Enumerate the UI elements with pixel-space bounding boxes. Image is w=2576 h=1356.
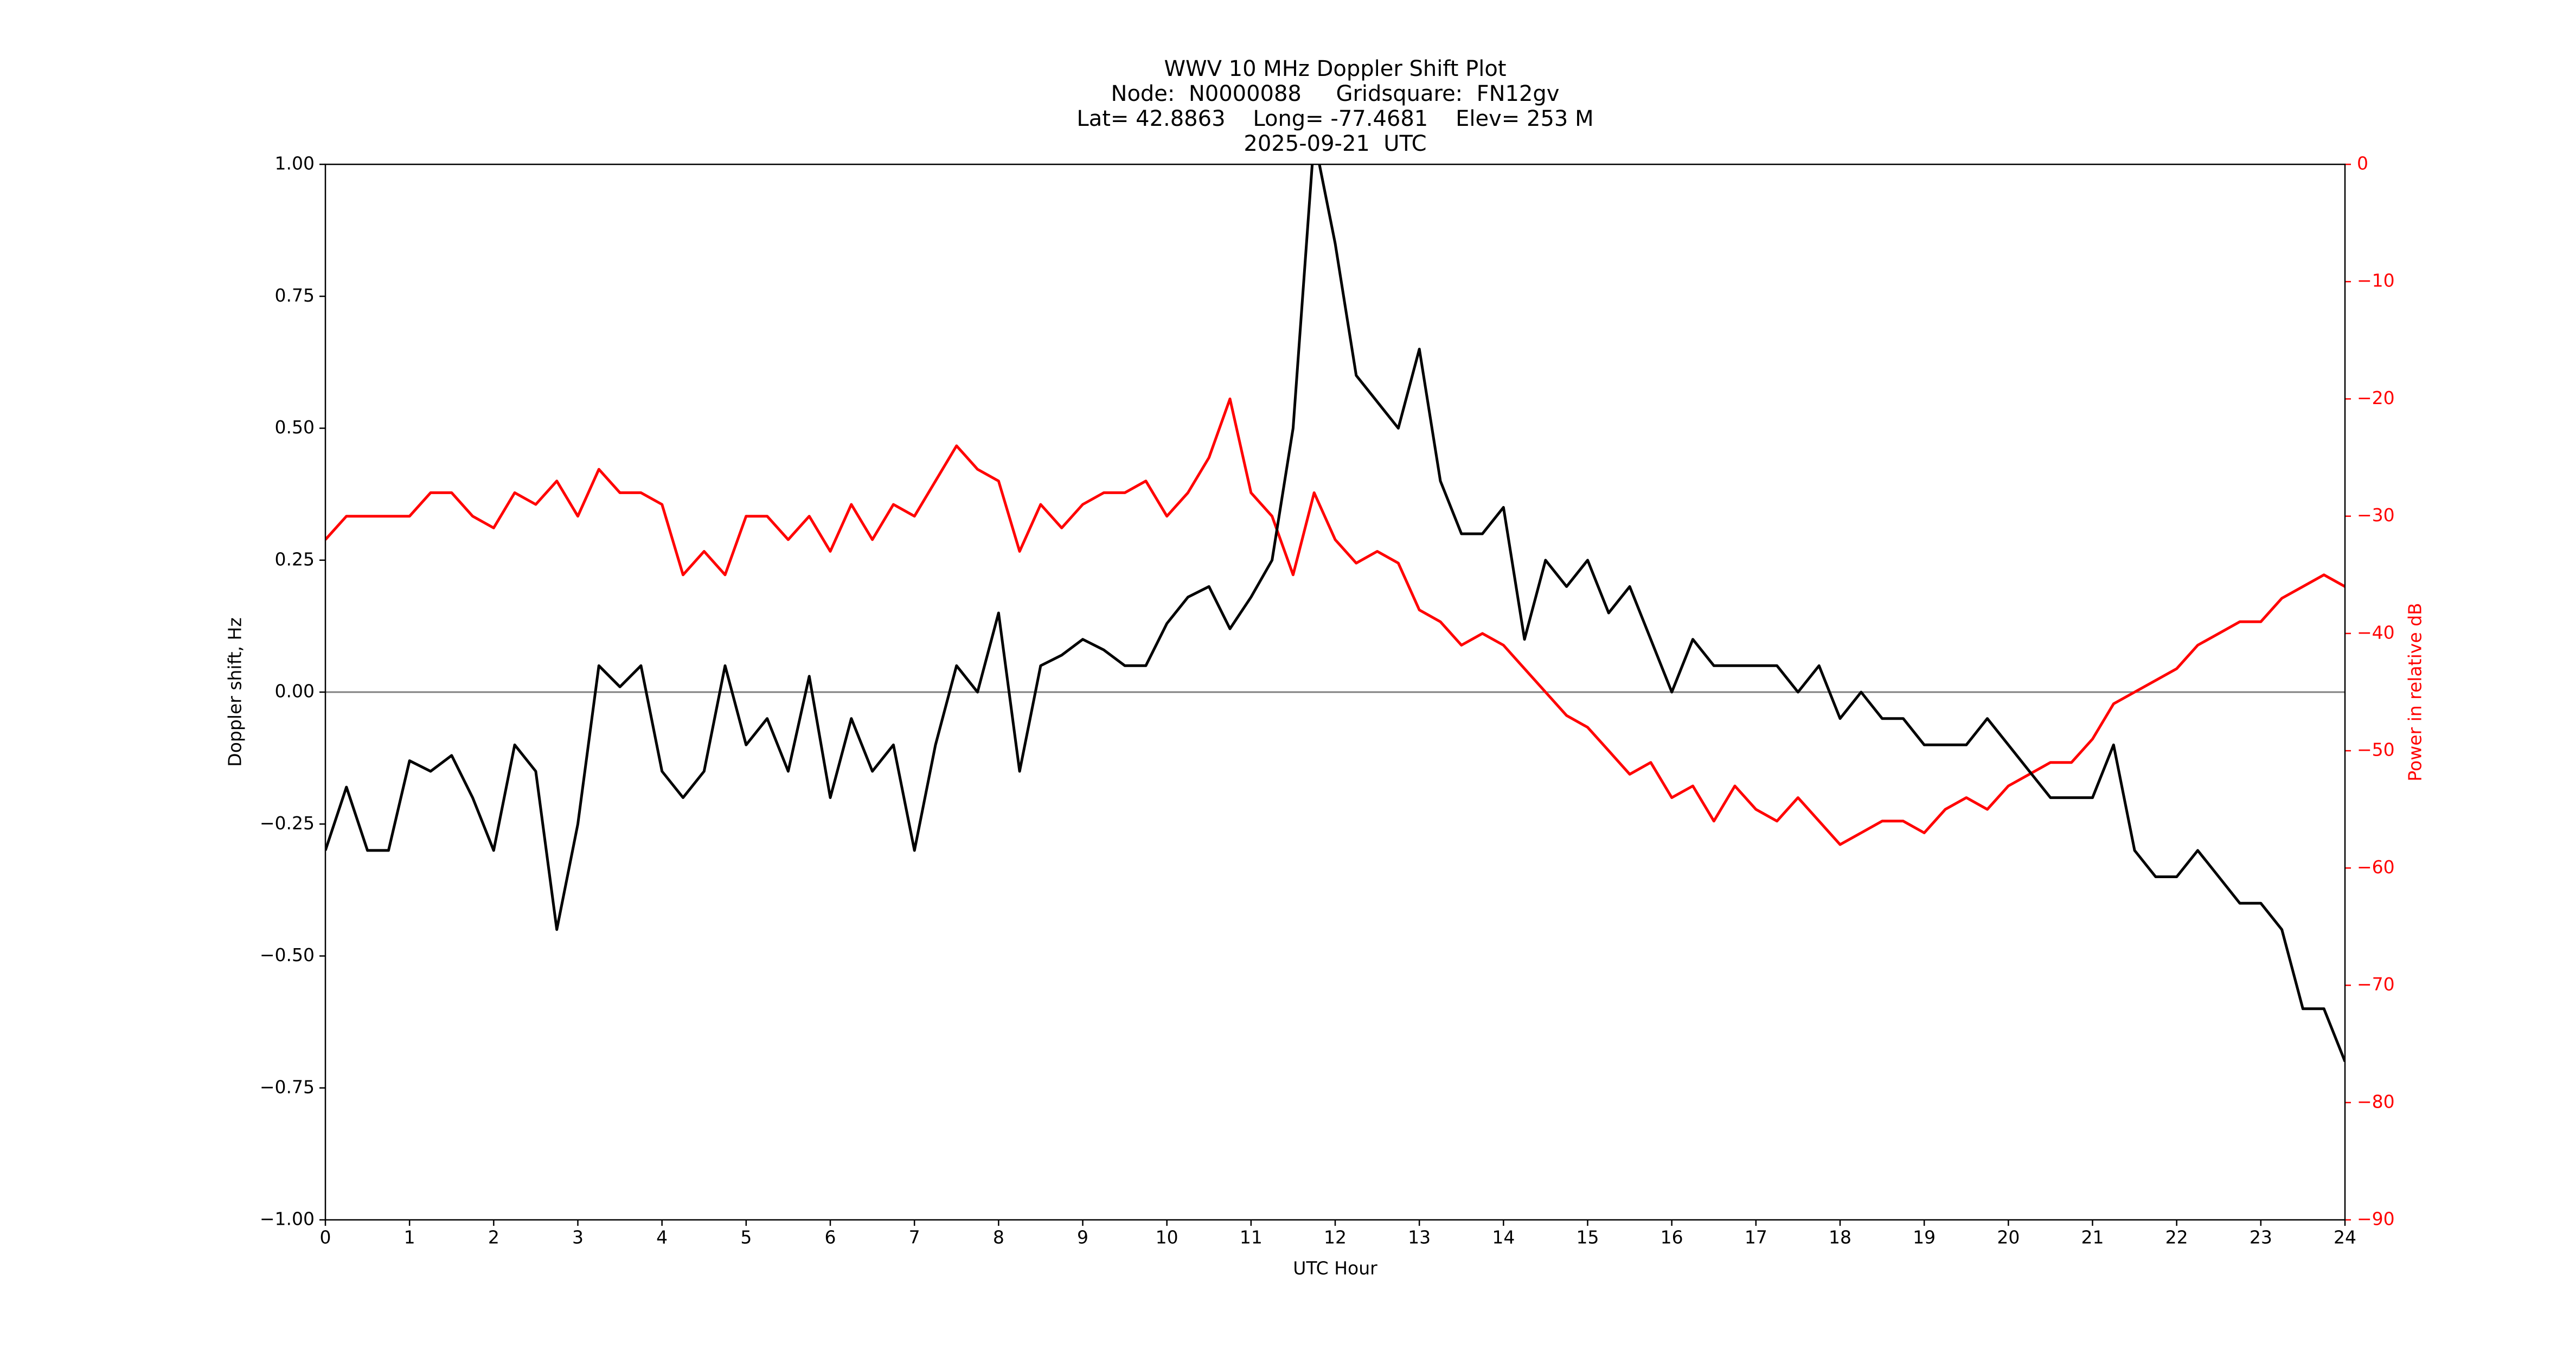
y-axis-label: Doppler shift, Hz <box>225 617 246 766</box>
x-tick-label: 24 <box>2334 1227 2356 1248</box>
x-tick-label: 19 <box>1913 1227 1936 1248</box>
y-tick-label: 1.00 <box>275 153 315 174</box>
chart-title: WWV 10 MHz Doppler Shift Plot Node: N000… <box>1076 56 1593 156</box>
x-tick-label: 6 <box>825 1227 836 1248</box>
x-tick-label: 23 <box>2250 1227 2272 1248</box>
y2-tick-label: −60 <box>2357 856 2395 878</box>
x-tick-label: 15 <box>1577 1227 1599 1248</box>
y2-tick-label: −10 <box>2357 270 2395 291</box>
x-tick-label: 10 <box>1156 1227 1178 1248</box>
y2-tick-label: −20 <box>2357 387 2395 408</box>
x-tick-label: 4 <box>656 1227 668 1248</box>
title-line: WWV 10 MHz Doppler Shift Plot <box>1164 56 1506 81</box>
x-tick-label: 17 <box>1745 1227 1767 1248</box>
x-tick-label: 14 <box>1492 1227 1515 1248</box>
x-tick-label: 3 <box>572 1227 584 1248</box>
x-axis-label: UTC Hour <box>1293 1258 1377 1279</box>
y2-tick-label: −50 <box>2357 739 2395 760</box>
x-tick-label: 20 <box>1997 1227 2020 1248</box>
x-tick-label: 2 <box>488 1227 499 1248</box>
title-line: Lat= 42.8863 Long= -77.4681 Elev= 253 M <box>1076 106 1593 131</box>
y-tick-label: 0.75 <box>275 285 315 306</box>
x-tick-label: 7 <box>909 1227 920 1248</box>
title-line: 2025-09-21 UTC <box>1244 131 1426 156</box>
y2-axis-label: Power in relative dB <box>2405 603 2426 781</box>
y2-tick-label: −70 <box>2357 974 2395 995</box>
y-tick-label: −0.50 <box>260 944 315 965</box>
x-tick-label: 9 <box>1077 1227 1088 1248</box>
y2-tick-label: −40 <box>2357 622 2395 643</box>
plot-frame <box>324 163 2346 1221</box>
x-tick-label: 18 <box>1829 1227 1851 1248</box>
y2-tick-label: −90 <box>2357 1208 2395 1230</box>
x-tick-label: 1 <box>404 1227 415 1248</box>
y-tick-label: −1.00 <box>260 1208 315 1230</box>
x-tick-label: 11 <box>1240 1227 1263 1248</box>
y-tick-label: 0.50 <box>275 417 315 438</box>
y2-tick-label: 0 <box>2357 153 2368 174</box>
x-tick-label: 8 <box>993 1227 1004 1248</box>
x-tick-label: 12 <box>1324 1227 1347 1248</box>
x-tick-label: 13 <box>1408 1227 1431 1248</box>
y-tick-label: 0.25 <box>275 548 315 570</box>
y2-tick-label: −30 <box>2357 504 2395 526</box>
series-line <box>325 397 2345 846</box>
y-tick-label: −0.75 <box>260 1076 315 1097</box>
x-tick-label: 22 <box>2165 1227 2188 1248</box>
y2-tick-label: −80 <box>2357 1091 2395 1112</box>
title-line: Node: N0000088 Gridsquare: FN12gv <box>1111 81 1560 106</box>
x-tick-label: 5 <box>740 1227 752 1248</box>
y-tick-label: −0.25 <box>260 813 315 834</box>
x-tick-label: 21 <box>2081 1227 2104 1248</box>
x-tick-label: 0 <box>320 1227 331 1248</box>
x-tick-label: 16 <box>1661 1227 1683 1248</box>
series-line <box>325 164 2345 1063</box>
y-tick-label: 0.00 <box>275 681 315 702</box>
